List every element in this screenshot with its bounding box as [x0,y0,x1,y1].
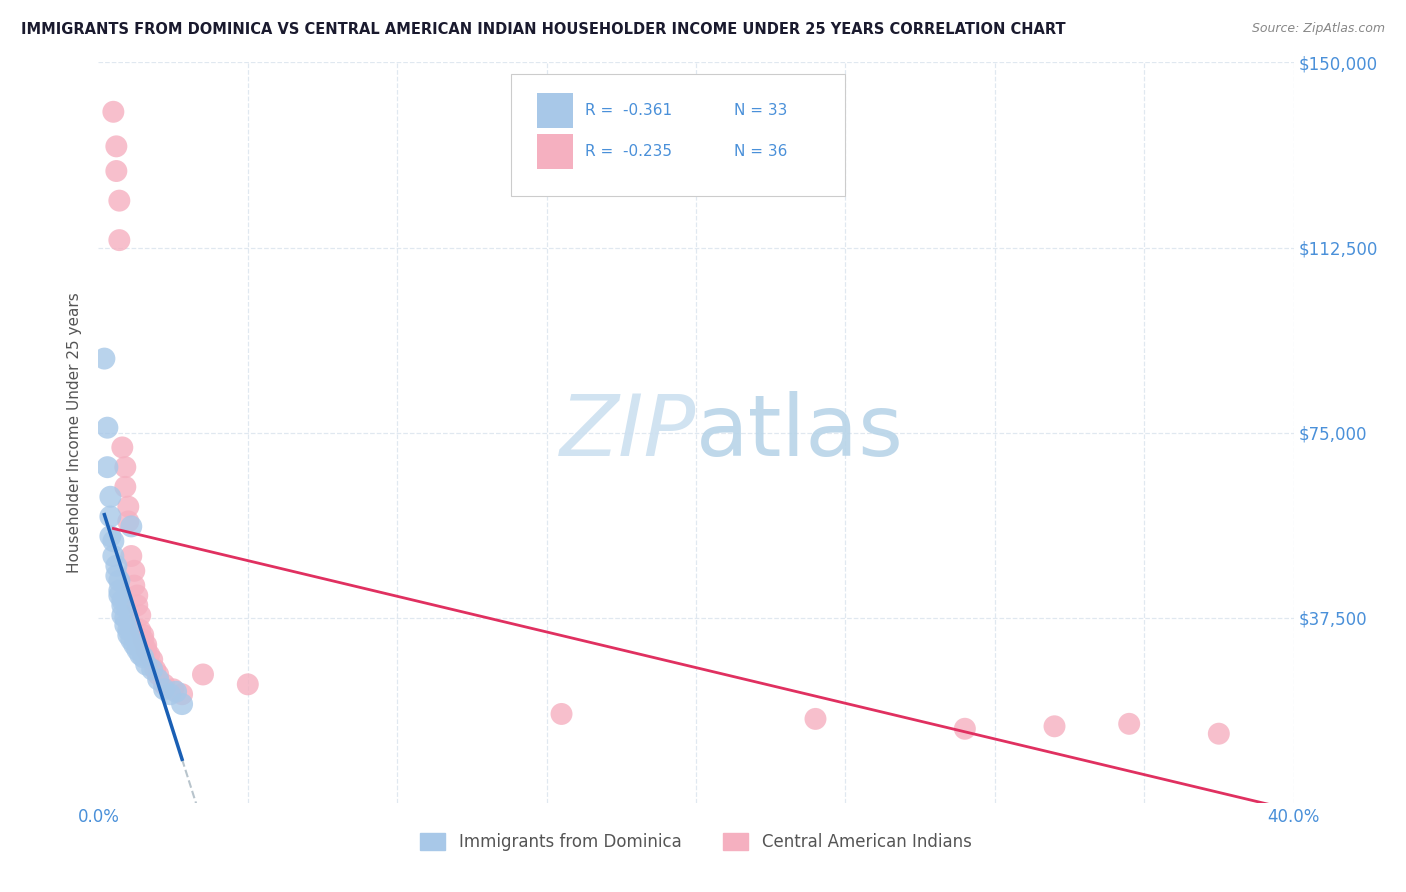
Point [135,638,157,652]
Point [114,618,136,632]
Point [117,500,139,514]
Point [124,579,146,593]
Point [129,608,152,623]
Point [111,441,134,455]
Point [96,420,118,434]
Point [153,677,176,691]
Point [111,599,134,613]
Point [98,490,122,504]
Point [1118,716,1140,731]
Point [148,667,170,681]
Point [127,599,149,613]
Point [117,515,139,529]
Point [108,233,131,247]
Point [105,139,128,153]
Point [111,593,134,607]
Point [132,650,155,665]
Point [103,534,125,549]
Point [105,558,128,573]
Text: atlas: atlas [696,391,904,475]
Point [127,642,149,657]
Text: R =  -0.361: R = -0.361 [585,103,672,118]
Point [105,568,128,582]
Text: Source: ZipAtlas.com: Source: ZipAtlas.com [1251,22,1385,36]
Text: ZIP: ZIP [560,391,696,475]
Point [120,632,142,647]
Point [108,574,131,588]
Point [138,648,160,662]
Point [114,480,136,494]
Text: N = 36: N = 36 [734,144,787,159]
Point [98,529,122,543]
Text: N = 33: N = 33 [734,103,787,118]
Point [127,589,149,603]
Point [103,549,125,563]
Point [114,610,136,624]
Point [165,685,187,699]
Point [191,667,214,681]
Point [132,628,155,642]
Point [132,632,155,647]
Point [143,663,166,677]
Point [153,682,176,697]
Point [108,583,131,598]
Point [159,687,181,701]
Point [117,628,139,642]
Point [103,104,125,119]
Point [117,623,139,637]
Point [135,657,157,672]
Point [105,164,128,178]
Point [98,509,122,524]
Text: IMMIGRANTS FROM DOMINICA VS CENTRAL AMERICAN INDIAN HOUSEHOLDER INCOME UNDER 25 : IMMIGRANTS FROM DOMINICA VS CENTRAL AMER… [21,22,1066,37]
Point [111,608,134,623]
Point [162,682,184,697]
Point [236,677,259,691]
Point [1043,719,1066,733]
Point [1208,727,1230,741]
FancyBboxPatch shape [510,73,845,195]
FancyBboxPatch shape [537,134,572,169]
Point [804,712,827,726]
Y-axis label: Householder Income Under 25 years: Householder Income Under 25 years [67,293,83,573]
Point [550,706,572,721]
Point [129,623,152,637]
Point [108,194,131,208]
Point [96,460,118,475]
Point [172,687,194,701]
Point [141,663,163,677]
Legend: Immigrants from Dominica, Central American Indians: Immigrants from Dominica, Central Americ… [413,826,979,857]
Text: R =  -0.235: R = -0.235 [585,144,672,159]
Point [124,638,146,652]
Point [135,642,157,657]
Point [114,460,136,475]
Point [120,519,142,533]
Point [172,697,194,711]
Point [108,589,131,603]
Point [120,549,142,563]
Point [148,673,170,687]
Point [129,648,152,662]
Point [953,722,976,736]
Point [124,564,146,578]
FancyBboxPatch shape [537,93,572,128]
Point [93,351,115,366]
Point [141,653,163,667]
